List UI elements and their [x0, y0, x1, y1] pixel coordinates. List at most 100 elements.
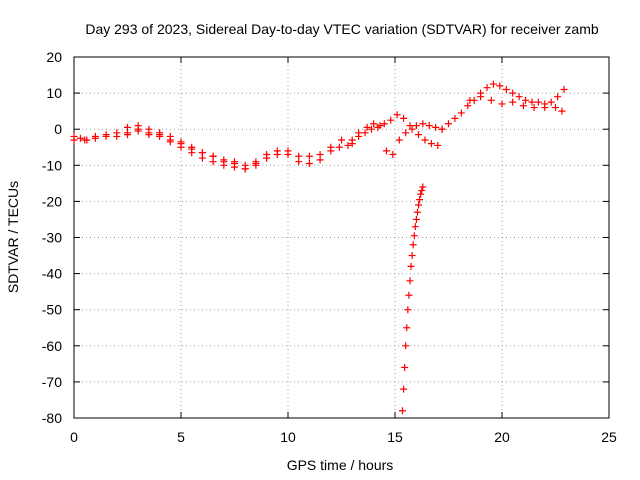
data-point: [363, 123, 371, 131]
series-drop-15-16: [398, 183, 427, 415]
data-point: [166, 132, 174, 140]
data-point: [124, 123, 131, 131]
data-point: [547, 98, 555, 106]
data-point: [402, 342, 410, 350]
data-point: [528, 98, 536, 106]
series-band-c: [124, 122, 271, 173]
y-tick-labels: -80 -70 -60 -50 -40 -30 -20 -10 0 10 20: [42, 49, 62, 426]
data-point: [509, 98, 517, 106]
data-point: [464, 102, 472, 110]
data-point: [409, 241, 417, 249]
data-point: [241, 165, 249, 173]
data-point: [102, 132, 110, 140]
data-point: [425, 122, 433, 130]
data-point: [305, 152, 313, 160]
data-point: [76, 134, 84, 142]
data-point: [445, 120, 452, 128]
data-point: [552, 104, 559, 112]
x-tick-label: 10: [280, 429, 296, 445]
x-axis-label: GPS time / hours: [287, 457, 394, 473]
data-point: [509, 89, 517, 97]
series-lower-band-18-23: [466, 93, 566, 115]
y-tick-label: 0: [54, 121, 62, 137]
data-point: [252, 161, 260, 169]
y-tick-label: -60: [42, 338, 62, 354]
x-tick-label: 0: [70, 429, 78, 445]
data-point: [305, 159, 313, 167]
data-point: [389, 150, 397, 158]
data-point: [415, 201, 423, 209]
data-point: [393, 111, 401, 119]
data-point: [124, 131, 131, 139]
data-point: [408, 252, 416, 260]
data-point: [400, 114, 408, 122]
data-point: [70, 136, 78, 144]
data-point: [427, 140, 435, 148]
data-point: [502, 85, 510, 93]
data-point: [145, 125, 153, 133]
y-tick-label: -10: [42, 157, 62, 173]
series-rising-17-23: [438, 80, 568, 133]
data-point: [209, 152, 217, 160]
data-point: [405, 291, 413, 299]
data-point: [387, 116, 395, 124]
data-point: [327, 147, 335, 155]
data-point: [416, 196, 424, 204]
data-point: [344, 141, 352, 149]
data-point: [361, 129, 369, 137]
data-point: [316, 156, 324, 164]
data-point: [554, 93, 562, 101]
data-point: [411, 223, 419, 231]
data-point: [380, 120, 388, 128]
data-point: [522, 96, 530, 104]
data-point: [406, 122, 414, 130]
data-point: [412, 215, 420, 223]
data-point: [400, 385, 408, 393]
data-point: [530, 104, 538, 112]
data-point: [515, 93, 523, 101]
data-point: [417, 190, 425, 198]
data-point: [91, 134, 99, 142]
data-point: [519, 102, 527, 110]
data-point: [421, 136, 429, 144]
data-point: [407, 262, 415, 270]
data-point: [434, 141, 442, 149]
data-point: [418, 187, 426, 195]
data-point: [295, 158, 303, 166]
y-tick-label: 20: [46, 49, 62, 65]
data-point: [134, 122, 142, 130]
data-point: [412, 122, 420, 130]
data-point: [419, 120, 427, 128]
data-point: [451, 114, 459, 122]
y-tick-label: -20: [42, 193, 62, 209]
data-point: [541, 104, 549, 112]
data-point: [402, 129, 410, 137]
data-point: [489, 80, 497, 88]
axis-ticks: [73, 56, 610, 419]
data-point: [457, 109, 465, 117]
data-point: [419, 183, 427, 191]
series-segment-15-17-lower: [395, 125, 442, 149]
data-point: [413, 208, 421, 216]
data-point: [398, 407, 406, 415]
y-tick-label: -40: [42, 266, 62, 282]
data-point: [81, 136, 89, 144]
data-point: [534, 98, 542, 106]
data-point: [487, 96, 495, 104]
series-band-b: [70, 127, 335, 173]
x-tick-label: 20: [494, 429, 510, 445]
data-point: [156, 129, 164, 137]
data-point: [355, 129, 363, 137]
y-tick-label: -50: [42, 302, 62, 318]
data-point: [198, 149, 206, 157]
data-point: [432, 123, 440, 131]
data-point: [410, 232, 418, 240]
data-point: [498, 100, 506, 108]
data-point: [408, 125, 416, 133]
y-axis-label: SDTVAR / TECUs: [5, 181, 21, 293]
data-point: [483, 84, 491, 92]
x-tick-labels: 0 5 10 15 20 25: [70, 429, 617, 445]
data-points: [70, 80, 568, 415]
y-tick-label: -30: [42, 230, 62, 246]
